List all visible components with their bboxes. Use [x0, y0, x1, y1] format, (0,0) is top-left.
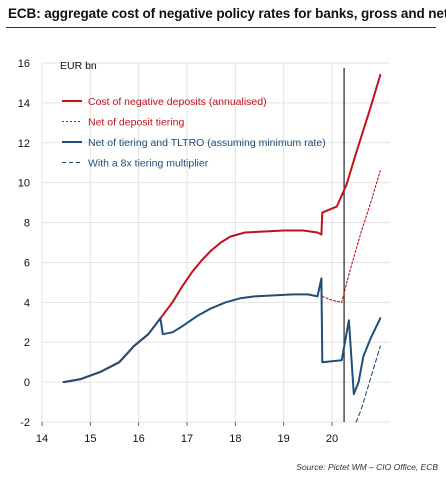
series-line-3 — [62, 277, 382, 396]
legend-layer: Cost of negative deposits (annualised) Ne… — [62, 96, 326, 170]
y-tick-label: 4 — [24, 297, 30, 309]
y-tick-label: 16 — [18, 58, 30, 70]
x-tick-label: 15 — [84, 433, 96, 445]
x-tick-label: 16 — [133, 433, 145, 445]
x-tick-label: 19 — [278, 433, 290, 445]
y-tick-label: 8 — [24, 218, 30, 230]
series-line-2 — [321, 170, 381, 303]
y-tick-label: -2 — [20, 417, 30, 429]
y-tick-label: 2 — [24, 337, 30, 349]
legend-label-3: Net of tiering and TLTRO (assuming minim… — [88, 137, 326, 149]
y-tick-label: 12 — [18, 138, 30, 150]
chart-title: ECB: aggregate cost of negative policy r… — [8, 6, 446, 21]
x-tick-label: 18 — [229, 433, 241, 445]
x-tick-label: 14 — [36, 433, 48, 445]
y-tick-label: 14 — [18, 98, 30, 110]
x-tick-label: 17 — [181, 433, 193, 445]
series-line-4 — [355, 345, 381, 423]
legend-label-2: Net of deposit tiering — [88, 117, 184, 129]
x-tick-label: 20 — [326, 433, 338, 445]
title-rule — [6, 27, 436, 28]
legend-label-1: Cost of negative deposits (annualised) — [88, 96, 267, 108]
y-tick-label: 6 — [24, 257, 30, 269]
y-tick-label: 0 — [24, 377, 30, 389]
axis-layer: -2 0 2 4 6 8 10 12 14 16 14 15 16 17 18 19 20 — [18, 58, 345, 445]
series-layer — [62, 74, 382, 423]
grid-layer — [41, 62, 390, 423]
source-note: Source: Pictet WM – CIO Office, ECB — [296, 462, 438, 472]
y-axis-unit-label: EUR bn — [60, 60, 97, 72]
y-tick-label: 10 — [18, 178, 30, 190]
legend-label-4: With a 8x tiering multiplier — [88, 158, 209, 170]
